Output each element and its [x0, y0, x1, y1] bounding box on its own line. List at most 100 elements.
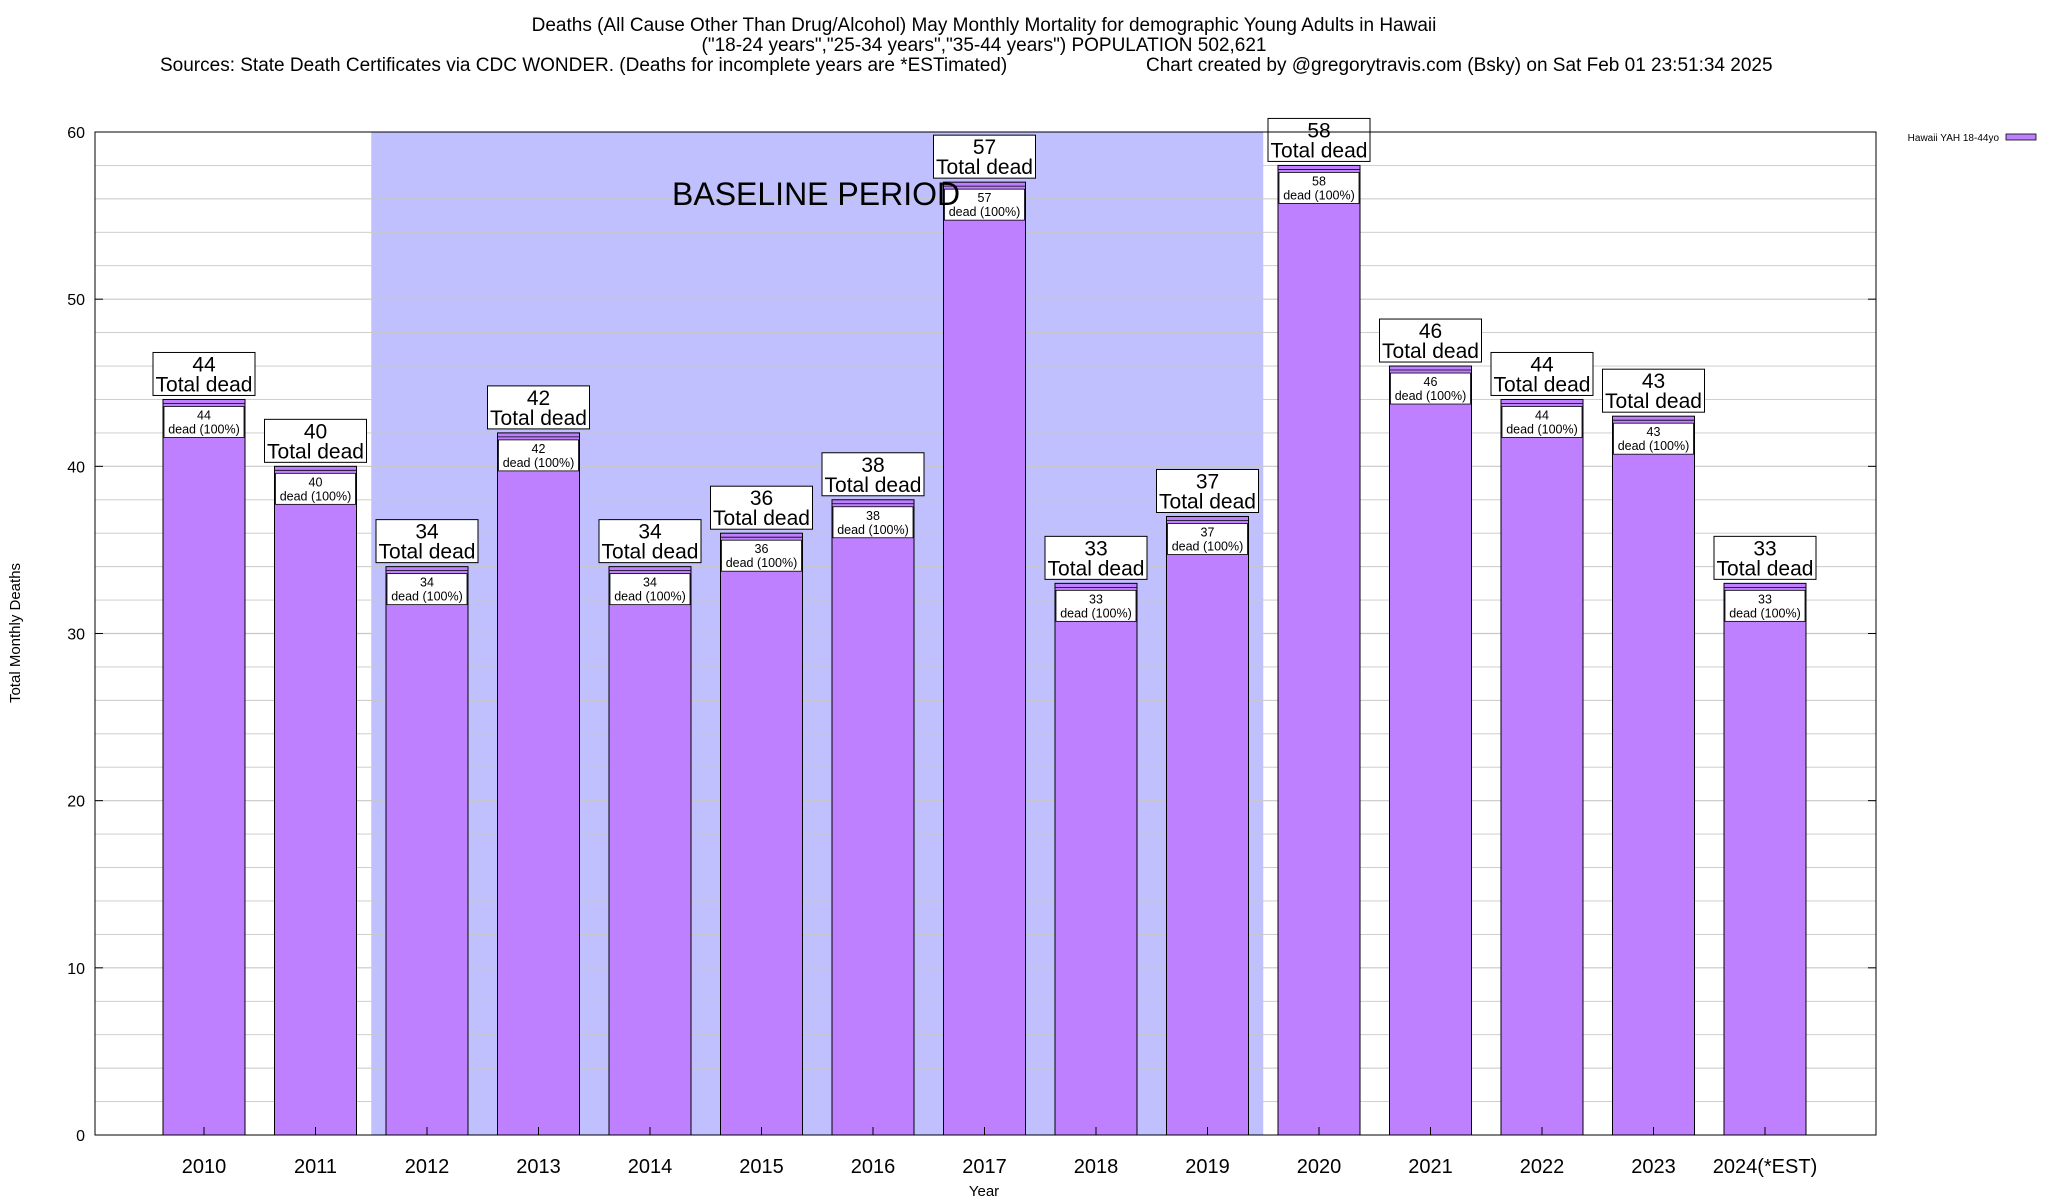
- bar-group: [162, 398, 246, 1136]
- total-label-text: Total dead: [1159, 490, 1256, 513]
- inner-label-text: dead (100%): [837, 523, 909, 537]
- bar-group: [608, 566, 692, 1136]
- inner-label-text: dead (100%): [280, 489, 352, 503]
- x-axis-label: Year: [969, 1183, 999, 1200]
- total-label-box: [1267, 117, 1371, 162]
- total-label-value: 40: [304, 420, 327, 443]
- inner-label-box: [1055, 589, 1137, 622]
- chart-subtitle: ("18-24 years","25-34 years","35-44 year…: [702, 35, 1267, 56]
- bar: [1054, 582, 1138, 1136]
- chart-credit: Chart created by @gregorytravis.com (Bsk…: [1146, 55, 1773, 76]
- inner-label-box: [1167, 523, 1248, 555]
- inner-label-box: [832, 506, 914, 539]
- total-label-text: Total dead: [1271, 139, 1368, 162]
- inner-label-value: 58: [1312, 174, 1326, 188]
- bar-group: [1054, 582, 1138, 1136]
- total-label-value: 42: [527, 387, 550, 410]
- inner-label-value: 57: [978, 191, 992, 205]
- y-tick-label: 40: [67, 459, 85, 476]
- total-label-value: 44: [1530, 353, 1554, 376]
- bar-group: [1500, 398, 1584, 1136]
- total-label-box: [1156, 468, 1259, 513]
- total-label-text: Total dead: [1382, 340, 1479, 363]
- inner-label-box: [944, 188, 1025, 221]
- total-label-value: 43: [1642, 370, 1665, 393]
- inner-label-value: 33: [1089, 592, 1103, 606]
- total-label-box: [1602, 368, 1705, 413]
- total-label-text: Total dead: [825, 474, 922, 497]
- total-label-value: 58: [1307, 119, 1330, 142]
- inner-label-value: 44: [197, 408, 211, 422]
- total-label-value: 33: [1084, 537, 1107, 560]
- total-label-box: [152, 351, 256, 396]
- y-tick-label: 20: [67, 794, 85, 811]
- inner-label-box: [1278, 172, 1360, 204]
- total-label-value: 57: [973, 136, 996, 159]
- bar: [1500, 398, 1584, 1136]
- inner-label-box: [163, 406, 245, 438]
- baseline-period-label: BASELINE PERIOD: [672, 176, 960, 212]
- total-label-text: Total dead: [490, 407, 587, 430]
- total-label-text: Total dead: [936, 156, 1033, 179]
- chart-sources: Sources: State Death Certificates via CD…: [160, 55, 1007, 76]
- inner-label-value: 36: [755, 542, 769, 556]
- x-tick-label: 2010: [182, 1156, 227, 1178]
- inner-label-text: dead (100%): [503, 456, 575, 470]
- total-label-text: Total dead: [156, 373, 253, 396]
- y-tick-label: 60: [67, 125, 85, 142]
- total-label-box: [1490, 351, 1594, 396]
- inner-label-value: 38: [866, 509, 880, 523]
- y-tick-label: 10: [67, 961, 85, 978]
- bar-group: [1389, 365, 1472, 1136]
- bar-group: [831, 499, 915, 1136]
- inner-label-box: [609, 573, 691, 606]
- y-axis-label: Total Monthly Deaths: [7, 563, 24, 703]
- x-tick-label: 2016: [851, 1156, 896, 1178]
- bar: [385, 566, 469, 1136]
- inner-label-text: dead (100%): [949, 205, 1021, 219]
- inner-label-value: 42: [532, 442, 546, 456]
- bar: [720, 532, 803, 1136]
- x-tick-label: 2023: [1631, 1156, 1676, 1178]
- bar-group: [943, 181, 1026, 1136]
- bar: [1612, 415, 1695, 1136]
- x-tick-label: 2013: [516, 1156, 561, 1178]
- inner-label-value: 40: [309, 475, 323, 489]
- total-label-text: Total dead: [602, 541, 699, 564]
- inner-label-text: dead (100%): [614, 590, 686, 604]
- bar: [943, 181, 1026, 1136]
- bar-layer: [162, 164, 1807, 1136]
- total-label-value: 37: [1196, 470, 1219, 493]
- inner-label-box: [1501, 406, 1583, 438]
- y-tick-label: 50: [67, 292, 85, 309]
- bar-group: [1612, 415, 1695, 1136]
- inner-label-text: dead (100%): [391, 590, 463, 604]
- total-label-box: [1713, 535, 1817, 580]
- bar: [1723, 582, 1807, 1136]
- total-label-text: Total dead: [1605, 390, 1702, 413]
- inner-label-value: 37: [1201, 525, 1215, 539]
- bar: [162, 398, 246, 1136]
- bar-group: [720, 532, 803, 1136]
- bar-group: [1277, 164, 1361, 1136]
- legend-entry-label: Hawaii YAH 18-44yo: [1908, 133, 2000, 144]
- total-label-box: [487, 385, 590, 430]
- inner-label-box: [1390, 372, 1471, 405]
- total-label-box: [1379, 318, 1482, 363]
